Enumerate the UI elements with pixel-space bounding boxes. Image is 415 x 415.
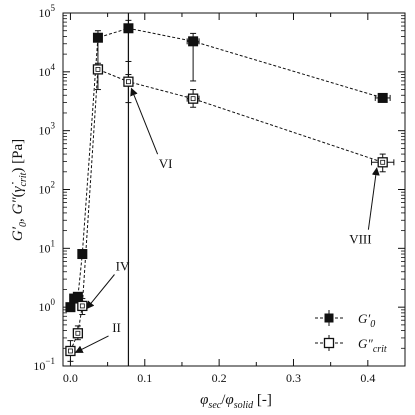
legend-label-sub: 0 (370, 319, 375, 330)
y-tick-exp: 4 (51, 62, 56, 72)
legend-label: G′0 (358, 311, 375, 330)
y-title-paren-close: ) (10, 168, 26, 173)
y-axis-title: G′0, G″(γ̇crit) [Pa] (10, 139, 29, 241)
y-tick-label: 10−1 (33, 356, 55, 373)
point-gcrit-inner (79, 303, 85, 309)
point-gcrit (92, 64, 104, 75)
x-axis-title: φsec/φsolid [-] (200, 392, 272, 411)
y-tick-exp: 1 (51, 238, 56, 248)
y-title-sub0: 0 (18, 222, 29, 227)
y-title-g0: G′ (10, 226, 26, 241)
annotation-arrow-iv (86, 274, 115, 310)
y-tick-base: 10 (33, 359, 45, 373)
annotation-label-ii: II (112, 320, 121, 335)
point-gcrit-inner (68, 348, 73, 354)
y-tick-base: 10 (39, 241, 51, 255)
y-tick-exp: −1 (45, 356, 55, 366)
point-gcrit-inner (126, 79, 131, 85)
point-gcrit-inner (190, 96, 196, 102)
legend-box (300, 298, 398, 360)
point-g0 (123, 23, 134, 34)
legend-label-main: G′ (358, 311, 370, 326)
y-tick-label: 104 (39, 62, 56, 79)
y-tick-label: 103 (39, 121, 56, 138)
y-tick-base: 10 (39, 6, 51, 20)
x-title-sub2: solid (234, 400, 254, 411)
annotation-label-iv: IV (116, 258, 130, 273)
point-gcrit (77, 300, 88, 312)
y-tick-exp: 3 (51, 121, 56, 131)
x-tick-label: 0.3 (286, 371, 301, 385)
y-tick-base: 10 (39, 65, 51, 79)
legend-label: G″crit (358, 336, 387, 355)
legend-label-sub: crit (373, 344, 387, 355)
point-g0 (65, 302, 76, 313)
x-tick-label: 0.4 (360, 371, 375, 385)
y-title-unit: [Pa] (10, 139, 26, 168)
y-tick-exp: 0 (51, 297, 56, 307)
point-gcrit-inner (95, 66, 101, 72)
x-title-sub1: sec (208, 400, 221, 411)
y-title-paren-open: ( (10, 192, 26, 197)
annotation-label-viii: VIII (349, 232, 371, 247)
point-gcrit (65, 345, 76, 357)
point-g0 (188, 36, 199, 47)
x-title-main1: φ (200, 392, 208, 408)
data-points (65, 23, 388, 357)
y-tick-exp: 5 (51, 3, 56, 13)
y-tick-label: 105 (39, 3, 56, 20)
point-gcrit-inner (380, 159, 386, 165)
legend-label-main: G″ (358, 336, 373, 351)
y-title-subc: crit (18, 172, 29, 186)
y-tick-base: 10 (39, 300, 51, 314)
x-tick-label: 0.0 (63, 371, 78, 385)
x-title-slash: / (221, 392, 226, 408)
x-title-main2: φ (225, 392, 233, 408)
y-tick-exp: 2 (51, 180, 56, 190)
x-tick-label: 0.1 (137, 371, 152, 385)
point-g0 (377, 92, 388, 103)
y-tick-label: 102 (39, 180, 56, 197)
y-tick-label: 101 (39, 238, 56, 255)
legend-marker-gcrit (323, 337, 335, 349)
x-title-unit: [-] (253, 392, 272, 408)
y-tick-label: 100 (39, 297, 56, 314)
annotation-arrow-ii (74, 335, 109, 353)
legend-marker-g0 (324, 313, 334, 323)
point-g0 (72, 291, 83, 302)
point-g0 (77, 249, 88, 260)
annotation-arrow-viii (367, 167, 380, 230)
y-tick-base: 10 (39, 183, 51, 197)
point-gcrit-inner (75, 330, 81, 336)
x-tick-label: 0.2 (212, 371, 227, 385)
point-gcrit (72, 328, 84, 339)
point-gcrit (123, 76, 134, 87)
y-title-comma: , (10, 215, 26, 223)
point-g0 (92, 32, 103, 43)
axis-labels: φsec/φsolid [-] G′0, G″(γ̇crit) [Pa] (10, 139, 272, 411)
annotation-label-vi: VI (159, 156, 173, 171)
y-title-gamma: γ̇ (10, 182, 26, 193)
legend: G′0 G″crit (300, 298, 398, 360)
point-gcrit (187, 93, 199, 104)
y-tick-base: 10 (39, 124, 51, 138)
point-gcrit (377, 157, 388, 168)
annotation-arrow-vi (130, 87, 159, 155)
annotations: II IV VI VIII (74, 87, 380, 353)
y-title-g2: G″ (10, 197, 26, 215)
